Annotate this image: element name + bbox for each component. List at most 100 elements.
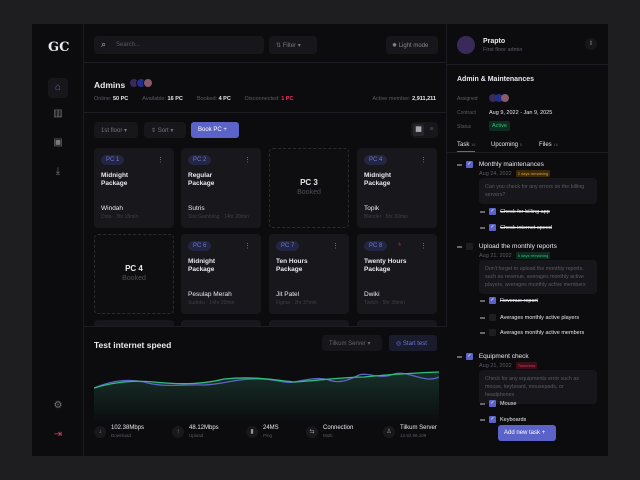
pc-activity: Figma · 2hr 37min <box>276 300 317 306</box>
pc-status: Booked <box>297 189 321 196</box>
task-item: ✓ Equipment check <box>457 353 529 360</box>
pc-activity: Twitch · 5hr 30min <box>364 300 405 306</box>
status-label: Status <box>457 124 472 130</box>
task-date-row: Aug 21, 2022 6 days remaining <box>479 252 551 259</box>
subtask-item: Averages monthly active members <box>480 329 600 336</box>
light-mode-button[interactable]: ✹ Light mode <box>386 36 438 54</box>
subtask-label: Mouse <box>500 400 517 407</box>
pc-card[interactable] <box>357 320 437 330</box>
divider <box>447 152 608 153</box>
drag-handle-icon[interactable] <box>457 245 462 248</box>
drag-handle-icon[interactable] <box>480 402 485 405</box>
pc-id: PC 3 <box>300 178 318 187</box>
subtask-checkbox[interactable] <box>489 329 496 336</box>
avatar <box>495 94 503 102</box>
settings-icon[interactable]: ⚙ <box>53 400 63 411</box>
pc-id-badge: PC 2 <box>188 155 212 165</box>
profile-switch-icon[interactable]: ⇕ <box>585 38 597 50</box>
subtask-checkbox[interactable]: ✓ <box>489 400 496 407</box>
tab-upcoming[interactable]: Upcoming 5 <box>491 142 522 148</box>
task-checkbox[interactable]: ✓ <box>466 161 473 168</box>
subtask-checkbox[interactable]: ✓ <box>489 208 496 215</box>
speed-title: Test internet speed <box>94 340 172 350</box>
drag-handle-icon[interactable] <box>480 418 485 421</box>
drag-handle-icon[interactable] <box>480 210 485 213</box>
active-label: Active member: <box>372 96 411 102</box>
contract-value: Aug 9, 2022 - Jan 9, 2025 <box>489 110 553 116</box>
pc-card[interactable]: PC 1 ⋮ Midnight Package Windah Dota · 3hr 15… <box>94 148 174 228</box>
booked-label: Booked: <box>196 96 218 102</box>
view-toggle: ▦ ≡ <box>411 122 438 138</box>
pc-card[interactable]: PC 7 ⋮ Ten Hours Package Jit Patel Figma · 2… <box>269 234 349 314</box>
tab-count: 5 <box>519 142 522 147</box>
grid-view-icon[interactable]: ▦ <box>413 124 424 136</box>
stat-label: Upload <box>189 433 204 438</box>
subtask-label: Averages monthly active members <box>500 329 585 336</box>
more-options-icon[interactable]: ⋮ <box>332 243 339 250</box>
task-date: Aug 21, 2022 <box>479 363 512 369</box>
subtask-checkbox[interactable]: ✓ <box>489 224 496 231</box>
pc-card[interactable]: PC 6 ⋮ Midnight Package Pesulap Merah Sudoku… <box>181 234 261 314</box>
divider <box>84 112 447 113</box>
download-icon[interactable]: ⤓ <box>55 166 61 177</box>
home-icon[interactable]: ⌂ <box>48 78 68 98</box>
sort-label: Sort <box>157 128 169 134</box>
pc-card[interactable] <box>94 320 174 330</box>
assigned-avatars <box>489 94 509 102</box>
drag-handle-icon[interactable] <box>457 355 462 358</box>
filter-button[interactable]: ⇅ Filter ▾ <box>269 36 317 54</box>
pc-card[interactable] <box>181 320 261 330</box>
tab-files[interactable]: Files 16 <box>539 142 558 148</box>
more-options-icon[interactable]: ⋮ <box>244 157 251 164</box>
pc-card[interactable] <box>269 320 349 330</box>
more-options-icon[interactable]: ⋮ <box>244 243 251 250</box>
drag-handle-icon[interactable] <box>457 163 462 166</box>
pc-card[interactable]: PC 2 ⋮ Regular Package Sutris Slot Gambling … <box>181 148 261 228</box>
book-pc-button[interactable]: Book PC + <box>191 122 239 138</box>
drag-handle-icon[interactable] <box>480 226 485 229</box>
filter-icon: ⇅ <box>276 43 283 49</box>
available-label: Available: <box>142 96 167 102</box>
more-options-icon[interactable]: ⋮ <box>420 243 427 250</box>
floor-select[interactable]: 1st floor ▾ <box>94 122 138 138</box>
subtask-checkbox[interactable]: ✓ <box>489 297 496 304</box>
drag-handle-icon[interactable] <box>480 299 485 302</box>
subtask-item: ✓ Check internet speed <box>480 224 600 231</box>
disconnected-label: Disconnected: <box>244 96 280 102</box>
drag-handle-icon[interactable] <box>480 316 485 319</box>
task-date: Aug 24, 2022 <box>479 171 512 177</box>
start-test-button[interactable]: ◎ Start test <box>389 335 437 351</box>
subtask-checkbox[interactable] <box>489 314 496 321</box>
tab-task[interactable]: Task 16 <box>457 142 476 152</box>
search-input[interactable]: ⌕ Search... <box>94 36 264 54</box>
active-value: 2,911,211 <box>412 96 436 102</box>
logout-icon[interactable]: ⇥ <box>53 429 63 440</box>
more-options-icon[interactable]: ⋮ <box>420 157 427 164</box>
add-task-button[interactable]: Add new task + <box>498 425 556 441</box>
subtask-checkbox[interactable]: ✓ <box>489 416 496 423</box>
pc-card-booked[interactable]: PC 3 Booked <box>269 148 349 228</box>
subtask-item: ✓ Check for billing app <box>480 208 600 215</box>
pc-id-badge: PC 8 <box>364 241 388 251</box>
sort-button[interactable]: ⇕ Sort ▾ <box>144 122 186 138</box>
divider <box>447 64 608 65</box>
task-checkbox[interactable]: ✓ <box>466 353 473 360</box>
tab-label: Task <box>457 142 470 148</box>
pc-card-booked[interactable]: PC 4 Booked <box>94 234 174 314</box>
list-view-icon[interactable]: ≡ <box>429 126 434 133</box>
task-note: Don't forget to upload the monthly repor… <box>479 260 597 294</box>
more-options-icon[interactable]: ⋮ <box>157 157 164 164</box>
task-note: Can you check for any errors on the bill… <box>479 178 597 204</box>
pc-card[interactable]: PC 8 ♁ ⋮ Twenty Hours Package Dwiki Twitch · … <box>357 234 437 314</box>
admin-avatars <box>129 78 153 88</box>
server-select[interactable]: Tilkum Server ▾ <box>322 335 382 351</box>
pc-user: Jit Patel <box>276 291 300 298</box>
task-checkbox[interactable] <box>466 243 473 250</box>
speed-stat: ↑ 48.12Mbps Upload <box>172 425 219 438</box>
pc-card[interactable]: PC 4 ⋮ Midnight Package Topik Blender · 5hr … <box>357 148 437 228</box>
drag-handle-icon[interactable] <box>480 331 485 334</box>
disconnected-value: 1 PC <box>281 96 294 102</box>
chart-icon[interactable]: ▥ <box>53 108 63 119</box>
subtask-label: Check for billing app <box>500 208 550 215</box>
notification-icon[interactable]: ▣ <box>53 137 63 148</box>
